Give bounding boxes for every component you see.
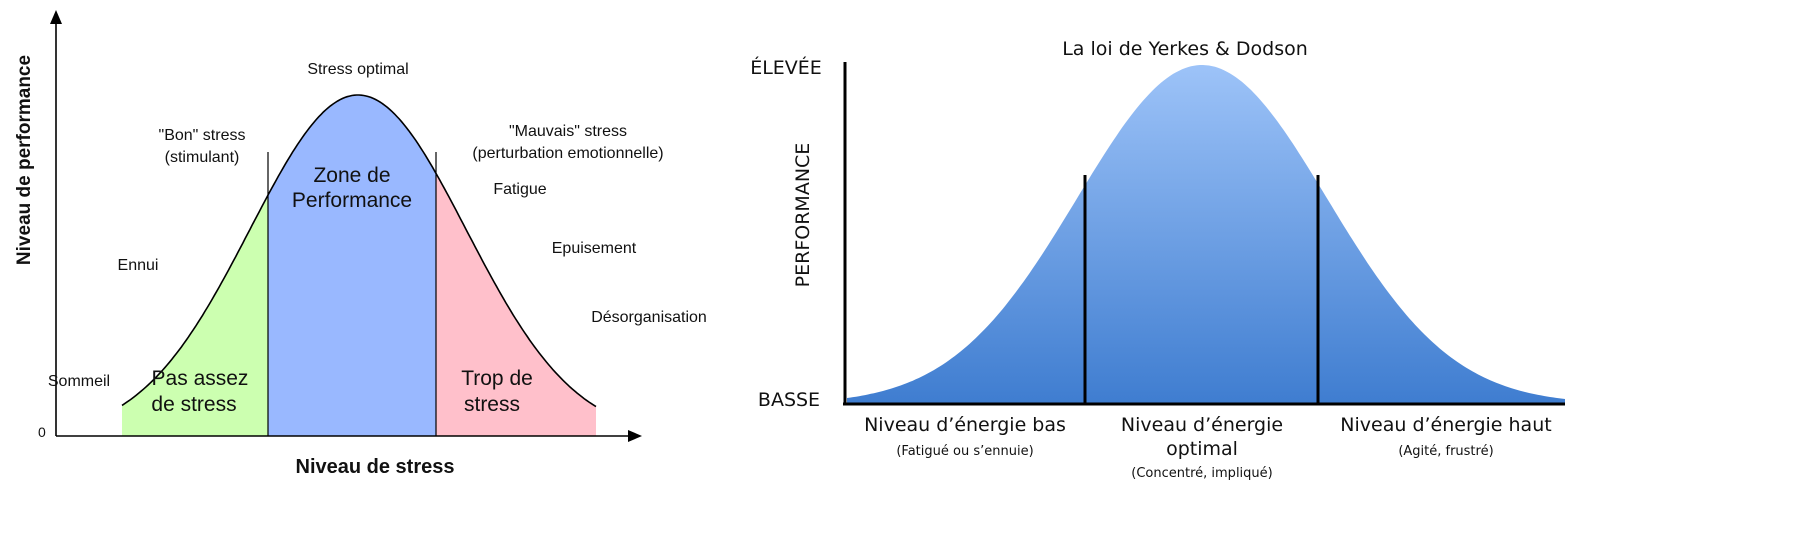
stress-curve-outline <box>121 94 597 408</box>
label-ennui: Ennui <box>118 257 159 274</box>
label-desorganisation: Désorganisation <box>591 309 707 326</box>
zone-high-title: Niveau d’énergie haut <box>1340 414 1551 436</box>
right-title: La loi de Yerkes & Dodson <box>1062 38 1308 60</box>
zone-optimal-title-line2: optimal <box>1166 438 1238 460</box>
y-axis-arrow <box>50 10 62 24</box>
zone-performance <box>268 95 436 436</box>
zone-green-label-line1: Pas assez <box>152 367 249 390</box>
zone-high-subtitle: (Agité, frustré) <box>1398 444 1493 459</box>
y-low-label: BASSE <box>758 389 820 411</box>
zone-blue-label-line1: Zone de <box>313 164 390 187</box>
good-stress-label: "Bon" stress <box>159 127 246 144</box>
y-high-label: ÉLEVÉE <box>750 56 822 79</box>
yerkes-dodson-diagram: La loi de Yerkes & Dodson ÉLEVÉE BASSE P… <box>750 38 1565 481</box>
zone-low-subtitle: (Fatigué ou s’ennuie) <box>896 444 1033 459</box>
x-axis-label: Niveau de stress <box>296 456 455 478</box>
zone-blue-label-line2: Performance <box>292 189 412 212</box>
zone-optimal-subtitle: (Concentré, impliqué) <box>1131 466 1272 481</box>
zone-pink-label-line2: stress <box>464 393 520 416</box>
zone-optimal-title-line1: Niveau d’énergie <box>1121 414 1283 436</box>
zone-pink-label-line1: Trop de <box>461 367 533 390</box>
bell-curve <box>847 65 1565 404</box>
bad-stress-label: "Mauvais" stress <box>509 123 627 140</box>
origin-zero-label: 0 <box>38 424 46 440</box>
zone-low-title: Niveau d’énergie bas <box>864 414 1066 436</box>
peak-label: Stress optimal <box>307 61 408 78</box>
y-axis-label: Niveau de performance <box>14 55 35 265</box>
zone-green-label-line2: de stress <box>151 393 236 416</box>
zone-too-much-stress <box>436 173 596 436</box>
good-stress-sublabel: (stimulant) <box>165 149 240 166</box>
label-sommeil: Sommeil <box>48 373 110 390</box>
label-epuisement: Epuisement <box>552 240 637 257</box>
right-y-axis-label: PERFORMANCE <box>792 143 814 288</box>
stress-performance-diagram: Niveau de performance Niveau de stress 0… <box>14 10 707 478</box>
x-axis-arrow <box>628 430 642 442</box>
label-fatigue: Fatigue <box>493 181 546 198</box>
bad-stress-sublabel: (perturbation emotionnelle) <box>472 145 663 162</box>
